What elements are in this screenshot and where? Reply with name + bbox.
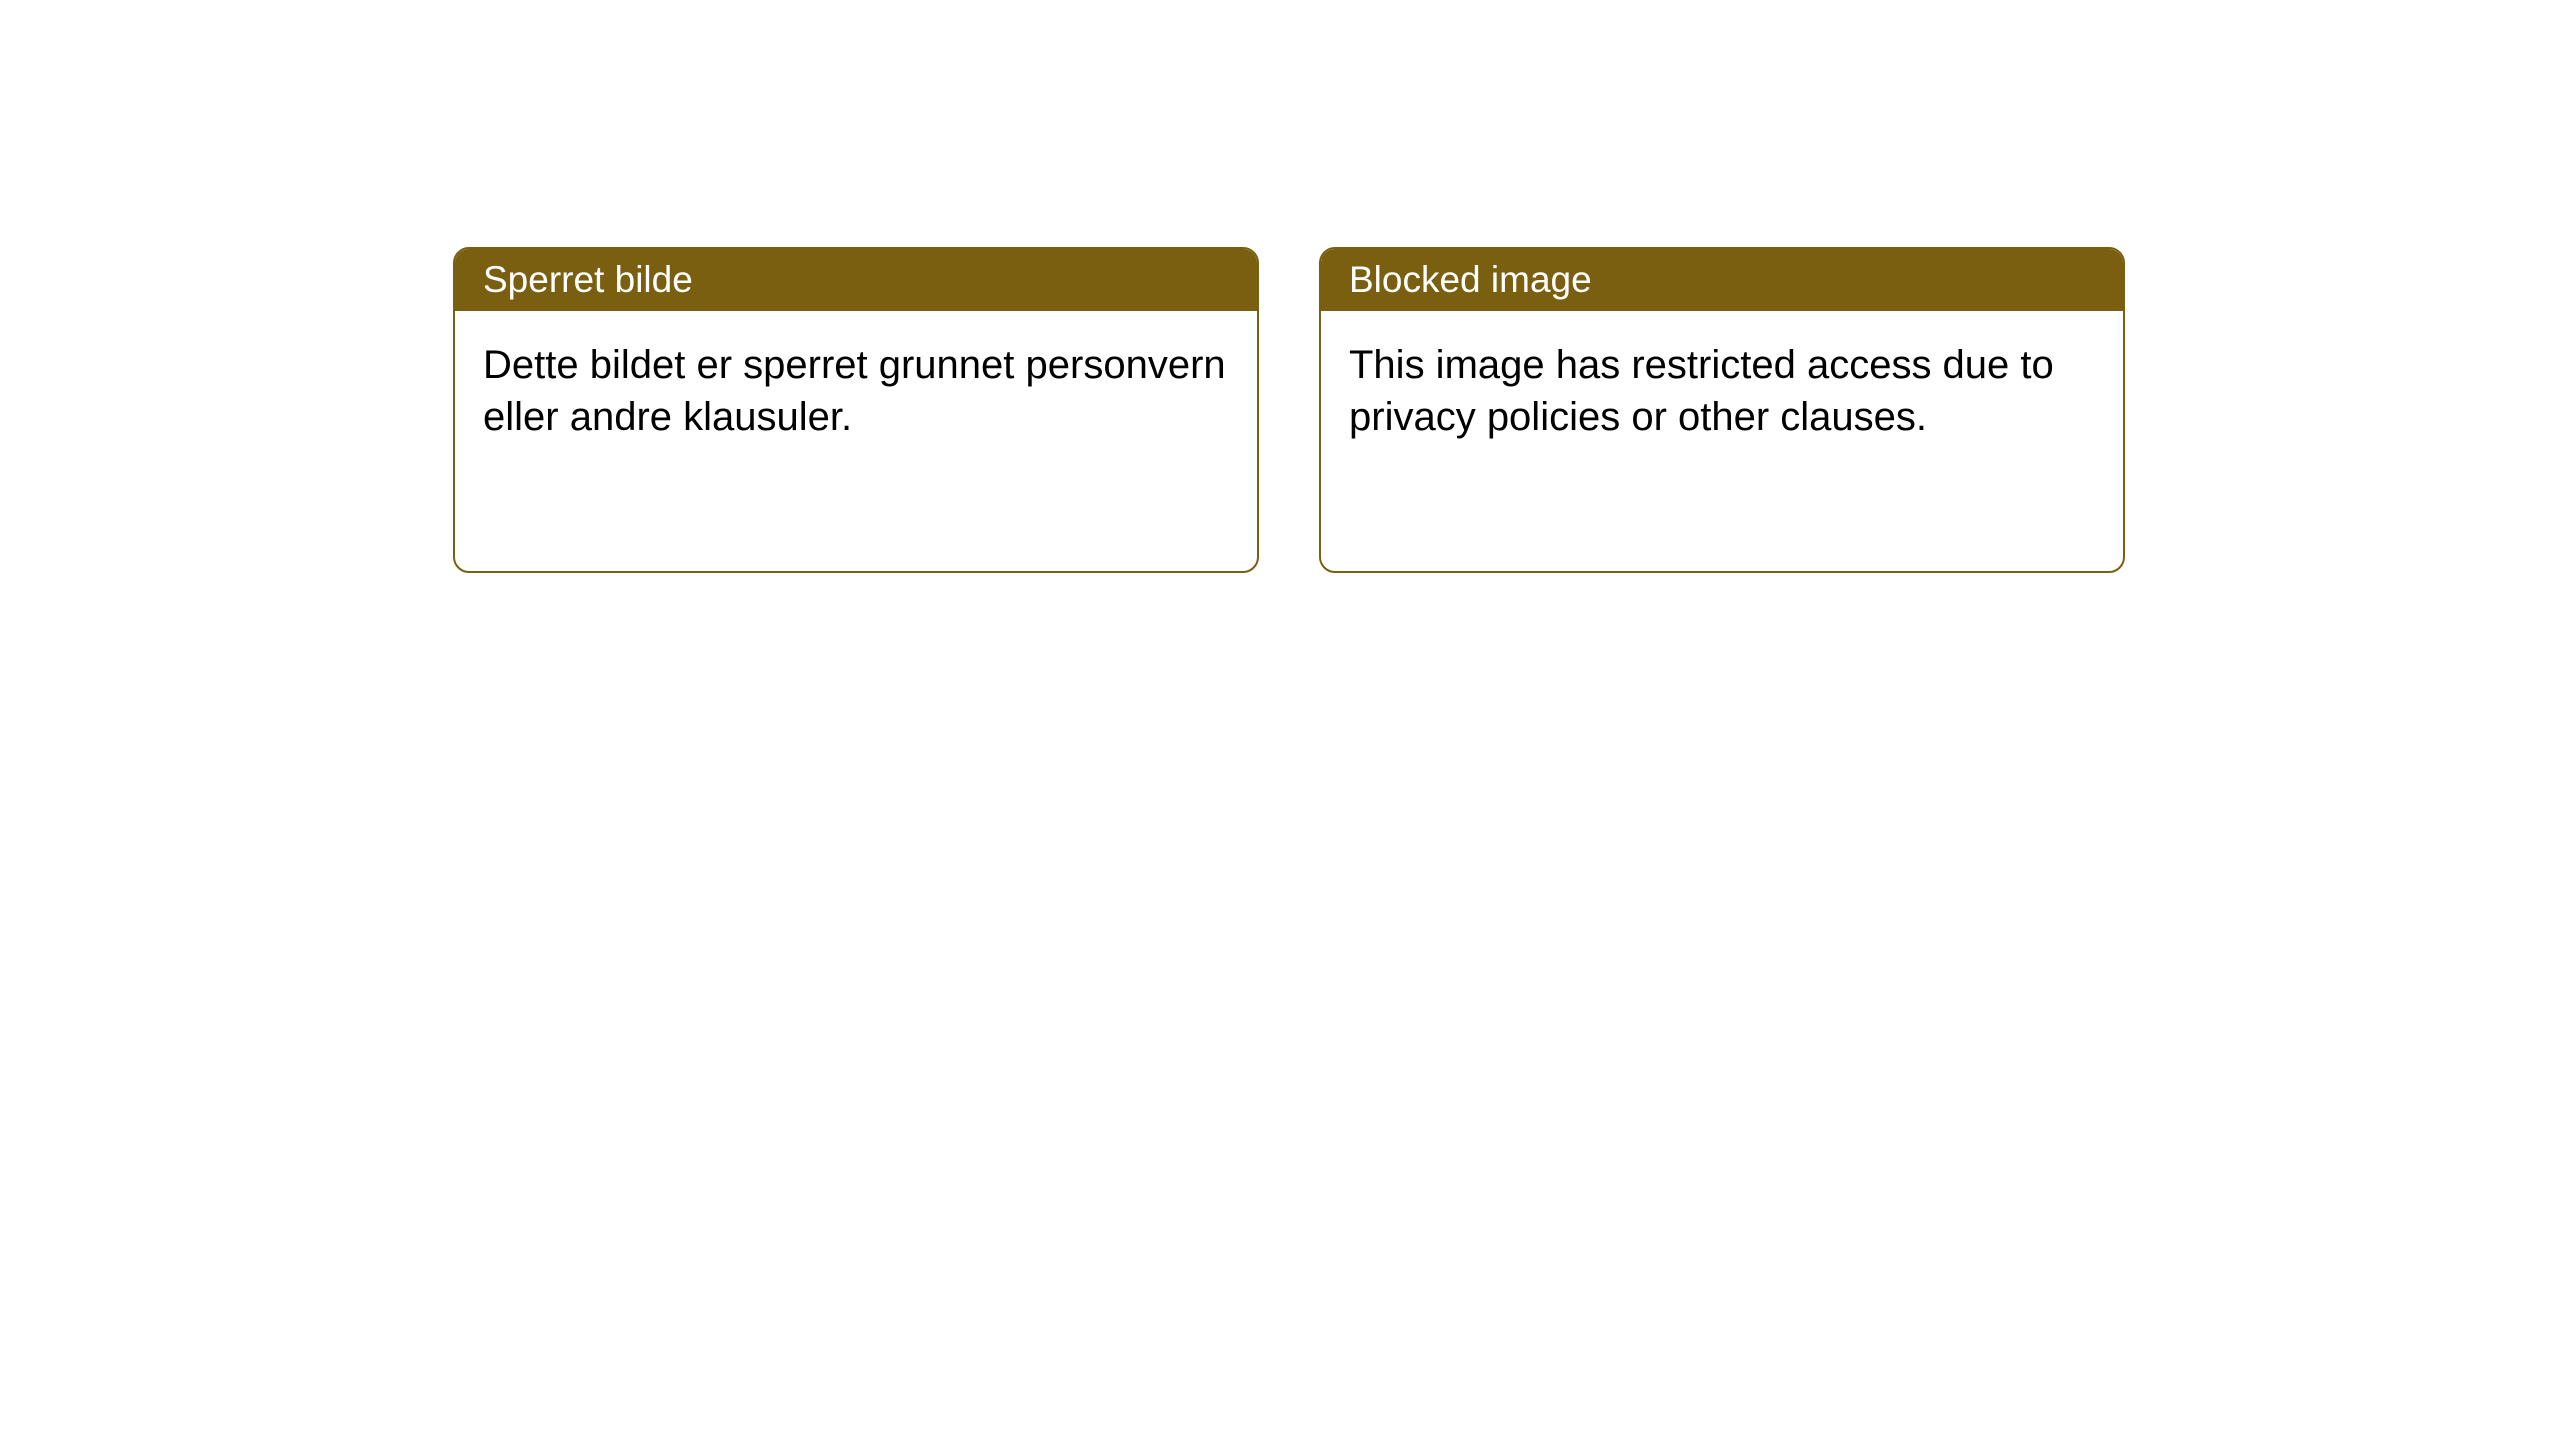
notice-card-english: Blocked image This image has restricted … [1319, 247, 2125, 573]
notice-title: Blocked image [1349, 259, 1592, 300]
notice-card-norwegian: Sperret bilde Dette bildet er sperret gr… [453, 247, 1259, 573]
notice-title: Sperret bilde [483, 259, 693, 300]
notice-body: This image has restricted access due to … [1321, 311, 2123, 571]
notice-container: Sperret bilde Dette bildet er sperret gr… [453, 247, 2125, 573]
notice-header: Sperret bilde [455, 249, 1257, 311]
notice-body-text: This image has restricted access due to … [1349, 343, 2054, 439]
notice-header: Blocked image [1321, 249, 2123, 311]
notice-body-text: Dette bildet er sperret grunnet personve… [483, 343, 1226, 439]
notice-body: Dette bildet er sperret grunnet personve… [455, 311, 1257, 571]
